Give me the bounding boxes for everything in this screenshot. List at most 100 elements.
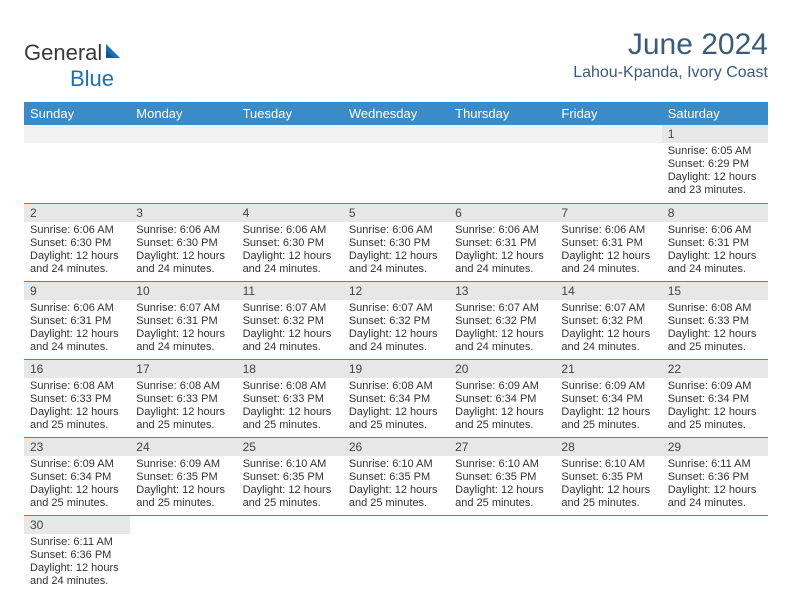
day-data: Sunrise: 6:10 AMSunset: 6:35 PMDaylight:…: [555, 456, 661, 514]
sunset: Sunset: 6:35 PM: [136, 471, 230, 484]
weekday-header-row: Sunday Monday Tuesday Wednesday Thursday…: [24, 102, 768, 125]
daylight: Daylight: 12 hours and 25 minutes.: [349, 406, 443, 432]
sunset: Sunset: 6:36 PM: [668, 471, 762, 484]
daylight: Daylight: 12 hours and 24 minutes.: [455, 250, 549, 276]
daylight: Daylight: 12 hours and 23 minutes.: [668, 171, 762, 197]
sunset: Sunset: 6:30 PM: [30, 237, 124, 250]
daylight: Daylight: 12 hours and 25 minutes.: [30, 484, 124, 510]
daylight: Daylight: 12 hours and 25 minutes.: [349, 484, 443, 510]
day-number: 16: [24, 360, 130, 378]
day-number: 12: [343, 282, 449, 300]
calendar-cell: 19Sunrise: 6:08 AMSunset: 6:34 PMDayligh…: [343, 359, 449, 437]
day-number: 25: [237, 438, 343, 456]
day-number: 2: [24, 204, 130, 222]
weekday-header: Saturday: [662, 102, 768, 125]
day-number: 6: [449, 204, 555, 222]
day-number: 19: [343, 360, 449, 378]
day-number: 8: [662, 204, 768, 222]
day-number: 24: [130, 438, 236, 456]
day-number: 10: [130, 282, 236, 300]
day-number: 30: [24, 516, 130, 534]
calendar-cell: [662, 515, 768, 593]
calendar-cell: 25Sunrise: 6:10 AMSunset: 6:35 PMDayligh…: [237, 437, 343, 515]
day-data: Sunrise: 6:09 AMSunset: 6:35 PMDaylight:…: [130, 456, 236, 514]
calendar-cell: [449, 515, 555, 593]
calendar-cell: [449, 125, 555, 203]
day-data: Sunrise: 6:06 AMSunset: 6:31 PMDaylight:…: [24, 300, 130, 358]
calendar-cell: 27Sunrise: 6:10 AMSunset: 6:35 PMDayligh…: [449, 437, 555, 515]
month-title: June 2024: [573, 28, 768, 62]
sunrise: Sunrise: 6:10 AM: [455, 458, 549, 471]
sunset: Sunset: 6:34 PM: [455, 393, 549, 406]
daylight: Daylight: 12 hours and 25 minutes.: [136, 484, 230, 510]
day-data: Sunrise: 6:07 AMSunset: 6:32 PMDaylight:…: [449, 300, 555, 358]
calendar-cell: 2Sunrise: 6:06 AMSunset: 6:30 PMDaylight…: [24, 203, 130, 281]
day-number: 26: [343, 438, 449, 456]
sunrise: Sunrise: 6:08 AM: [668, 302, 762, 315]
sunrise: Sunrise: 6:08 AM: [349, 380, 443, 393]
sunrise: Sunrise: 6:06 AM: [243, 224, 337, 237]
day-data: Sunrise: 6:11 AMSunset: 6:36 PMDaylight:…: [662, 456, 768, 514]
sunset: Sunset: 6:30 PM: [243, 237, 337, 250]
calendar-week-row: 2Sunrise: 6:06 AMSunset: 6:30 PMDaylight…: [24, 203, 768, 281]
calendar-cell: [237, 125, 343, 203]
sunrise: Sunrise: 6:07 AM: [455, 302, 549, 315]
calendar-cell: [130, 515, 236, 593]
day-data: Sunrise: 6:06 AMSunset: 6:31 PMDaylight:…: [555, 222, 661, 280]
brand-part2: Blue: [24, 66, 114, 91]
daylight: Daylight: 12 hours and 25 minutes.: [243, 484, 337, 510]
daylight: Daylight: 12 hours and 25 minutes.: [455, 406, 549, 432]
calendar-cell: 7Sunrise: 6:06 AMSunset: 6:31 PMDaylight…: [555, 203, 661, 281]
sunrise: Sunrise: 6:08 AM: [136, 380, 230, 393]
brand-logo: General Blue: [24, 28, 124, 92]
sunrise: Sunrise: 6:07 AM: [349, 302, 443, 315]
daylight: Daylight: 12 hours and 24 minutes.: [668, 484, 762, 510]
day-data: Sunrise: 6:07 AMSunset: 6:32 PMDaylight:…: [343, 300, 449, 358]
day-number: 28: [555, 438, 661, 456]
day-number: 5: [343, 204, 449, 222]
sunrise: Sunrise: 6:09 AM: [561, 380, 655, 393]
sunset: Sunset: 6:32 PM: [349, 315, 443, 328]
sunrise: Sunrise: 6:09 AM: [668, 380, 762, 393]
sunrise: Sunrise: 6:06 AM: [136, 224, 230, 237]
sunrise: Sunrise: 6:09 AM: [455, 380, 549, 393]
calendar-cell: 14Sunrise: 6:07 AMSunset: 6:32 PMDayligh…: [555, 281, 661, 359]
day-data: Sunrise: 6:06 AMSunset: 6:31 PMDaylight:…: [662, 222, 768, 280]
day-number: 18: [237, 360, 343, 378]
daylight: Daylight: 12 hours and 25 minutes.: [561, 406, 655, 432]
day-number: 20: [449, 360, 555, 378]
sunrise: Sunrise: 6:06 AM: [30, 224, 124, 237]
calendar-cell: 16Sunrise: 6:08 AMSunset: 6:33 PMDayligh…: [24, 359, 130, 437]
weekday-header: Tuesday: [237, 102, 343, 125]
sunset: Sunset: 6:32 PM: [455, 315, 549, 328]
daylight: Daylight: 12 hours and 25 minutes.: [668, 406, 762, 432]
daylight: Daylight: 12 hours and 25 minutes.: [243, 406, 337, 432]
sunset: Sunset: 6:35 PM: [455, 471, 549, 484]
day-data: Sunrise: 6:06 AMSunset: 6:30 PMDaylight:…: [343, 222, 449, 280]
day-data: Sunrise: 6:06 AMSunset: 6:30 PMDaylight:…: [237, 222, 343, 280]
day-data: Sunrise: 6:09 AMSunset: 6:34 PMDaylight:…: [662, 378, 768, 436]
sunrise: Sunrise: 6:06 AM: [455, 224, 549, 237]
day-data: Sunrise: 6:10 AMSunset: 6:35 PMDaylight:…: [449, 456, 555, 514]
sunrise: Sunrise: 6:10 AM: [561, 458, 655, 471]
calendar-cell: 4Sunrise: 6:06 AMSunset: 6:30 PMDaylight…: [237, 203, 343, 281]
calendar-cell: 5Sunrise: 6:06 AMSunset: 6:30 PMDaylight…: [343, 203, 449, 281]
daylight: Daylight: 12 hours and 24 minutes.: [455, 328, 549, 354]
calendar-cell: 26Sunrise: 6:10 AMSunset: 6:35 PMDayligh…: [343, 437, 449, 515]
sunrise: Sunrise: 6:11 AM: [30, 536, 124, 549]
calendar-week-row: 30Sunrise: 6:11 AMSunset: 6:36 PMDayligh…: [24, 515, 768, 593]
weekday-header: Friday: [555, 102, 661, 125]
sunrise: Sunrise: 6:07 AM: [136, 302, 230, 315]
calendar-cell: 13Sunrise: 6:07 AMSunset: 6:32 PMDayligh…: [449, 281, 555, 359]
daylight: Daylight: 12 hours and 25 minutes.: [455, 484, 549, 510]
sunset: Sunset: 6:33 PM: [30, 393, 124, 406]
daylight: Daylight: 12 hours and 25 minutes.: [30, 406, 124, 432]
calendar-cell: 11Sunrise: 6:07 AMSunset: 6:32 PMDayligh…: [237, 281, 343, 359]
sunset: Sunset: 6:30 PM: [349, 237, 443, 250]
daylight: Daylight: 12 hours and 25 minutes.: [136, 406, 230, 432]
calendar-cell: [130, 125, 236, 203]
day-data: Sunrise: 6:09 AMSunset: 6:34 PMDaylight:…: [555, 378, 661, 436]
day-data: Sunrise: 6:10 AMSunset: 6:35 PMDaylight:…: [343, 456, 449, 514]
sunset: Sunset: 6:31 PM: [561, 237, 655, 250]
day-number: 4: [237, 204, 343, 222]
